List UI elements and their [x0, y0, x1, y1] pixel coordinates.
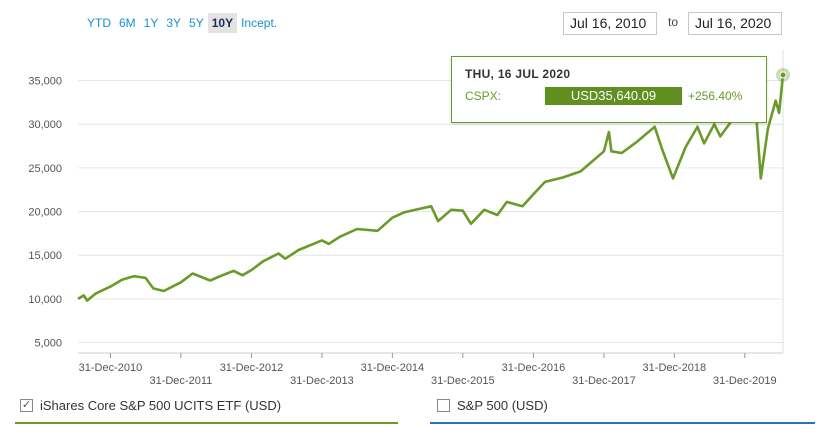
legend-item-sp500[interactable]: S&P 500 (USD): [437, 398, 548, 413]
series-marker: [779, 71, 787, 79]
series-line-ishares: [77, 74, 785, 302]
x-tick-label: 31-Dec-2012: [220, 362, 284, 374]
tooltip-value: USD35,640.09: [545, 87, 682, 105]
y-tick-label: 30,000: [28, 119, 62, 131]
y-tick-label: 10,000: [28, 294, 62, 306]
y-tick-label: 20,000: [28, 207, 62, 219]
period-5y-button[interactable]: 5Y: [189, 16, 204, 30]
legend-underline-sp500: [430, 422, 815, 424]
to-label: to: [668, 15, 679, 29]
legend-label-ishares: iShares Core S&P 500 UCITS ETF (USD): [40, 398, 282, 413]
x-tick-label: 31-Dec-2010: [79, 362, 143, 374]
period-1y-button[interactable]: 1Y: [143, 16, 159, 30]
start-date-input[interactable]: Jul 16, 2010: [563, 12, 657, 35]
y-tick-label: 25,000: [28, 163, 62, 175]
legend-checkbox-sp500[interactable]: [437, 399, 450, 412]
x-tick-label: 31-Dec-2011: [149, 375, 212, 387]
x-tick-label: 31-Dec-2015: [431, 375, 495, 387]
x-tick-label: 31-Dec-2019: [713, 375, 777, 387]
period-6m-button[interactable]: 6M: [119, 16, 136, 30]
legend-label-sp500: S&P 500 (USD): [457, 398, 548, 413]
x-tick-label: 31-Dec-2013: [290, 375, 354, 387]
x-tick-label: 31-Dec-2018: [643, 362, 707, 374]
tooltip-date: THU, 16 JUL 2020: [465, 67, 571, 81]
tooltip-ticker: CSPX:: [465, 89, 502, 103]
y-tick-label: 5,000: [34, 338, 62, 350]
legend-item-ishares[interactable]: ✓ iShares Core S&P 500 UCITS ETF (USD): [20, 398, 281, 413]
y-tick-label: 15,000: [28, 250, 62, 262]
period-selector: YTD 6M 1Y 3Y 5Y 10Y Incept.: [83, 13, 281, 33]
x-tick-label: 31-Dec-2014: [361, 362, 425, 374]
period-incept-button[interactable]: Incept.: [241, 16, 278, 30]
period-ytd-button[interactable]: YTD: [87, 16, 111, 30]
legend-checkbox-ishares[interactable]: ✓: [20, 399, 33, 412]
period-3y-button[interactable]: 3Y: [166, 16, 182, 30]
end-date-input[interactable]: Jul 16, 2020: [688, 12, 782, 35]
legend-underline-ishares: [15, 422, 398, 424]
x-tick-label: 31-Dec-2016: [502, 362, 566, 374]
tooltip-change: +256.40%: [688, 89, 743, 103]
chart-tooltip: THU, 16 JUL 2020 CSPX: USD35,640.09 +256…: [451, 56, 767, 123]
y-tick-label: 35,000: [28, 76, 62, 88]
x-tick-label: 31-Dec-2017: [572, 375, 636, 387]
period-10y-button[interactable]: 10Y: [207, 13, 238, 33]
